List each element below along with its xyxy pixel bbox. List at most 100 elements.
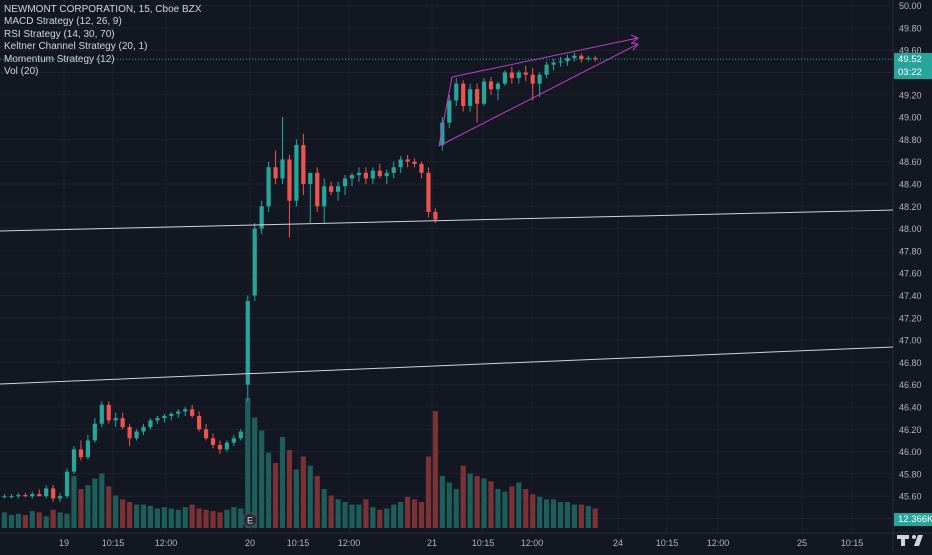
legend-indicator[interactable]: MACD Strategy (12, 26, 9) <box>4 16 122 28</box>
volume-bar <box>231 507 237 528</box>
volume-bar <box>342 502 348 528</box>
candle-body <box>224 442 229 450</box>
y-tick-label: 46.00 <box>899 447 922 457</box>
volume-bar <box>22 515 28 528</box>
volume-value-tag: 12.366K <box>894 513 932 526</box>
volume-bar <box>36 512 42 528</box>
candle-body <box>280 159 285 179</box>
volume-bar <box>154 508 160 528</box>
candle-body <box>183 409 188 412</box>
y-tick-label: 48.00 <box>899 224 922 234</box>
legend-indicator[interactable]: Vol (20) <box>4 66 39 78</box>
x-tick-label: 10:15 <box>841 538 864 548</box>
volume-bar <box>550 499 557 528</box>
candle-body <box>259 206 264 229</box>
y-tick-label: 48.20 <box>899 202 922 212</box>
legend-title[interactable]: NEWMONT CORPORATION, 15, Cboe BZX <box>4 4 202 15</box>
volume-bar <box>384 508 390 528</box>
x-tick-label: 10:15 <box>656 538 679 548</box>
volume-bar <box>307 465 313 528</box>
y-tick-label: 49.80 <box>899 23 922 33</box>
candle-body <box>169 413 174 416</box>
volume-bar <box>85 485 91 528</box>
candle-body <box>266 167 271 207</box>
volume-bar <box>71 476 77 528</box>
volume-bar <box>398 502 404 528</box>
volume-bar <box>537 496 543 528</box>
volume-bar <box>349 504 355 528</box>
candle-body <box>572 55 577 58</box>
volume-bar <box>245 398 251 528</box>
candle-body <box>579 55 584 60</box>
candle-body <box>405 159 410 162</box>
volume-bar <box>377 509 383 528</box>
volume-bar <box>266 452 272 528</box>
y-tick-label: 48.60 <box>899 157 922 167</box>
legend-indicator[interactable]: Momentum Strategy (12) <box>4 53 115 65</box>
candle-body <box>176 411 181 414</box>
y-tick-label: 47.80 <box>899 246 922 256</box>
y-tick-label: 46.60 <box>899 380 922 390</box>
candle-body <box>148 420 153 428</box>
volume-bar <box>147 505 154 528</box>
candle-body <box>287 159 292 201</box>
trend-line-lower <box>0 346 894 385</box>
volume-bar <box>99 473 105 528</box>
volume-bar <box>321 489 327 528</box>
volume-bar <box>50 509 56 528</box>
candle-body <box>551 62 556 65</box>
candle-body <box>391 167 396 173</box>
candle-body <box>120 418 125 428</box>
candle-body <box>342 178 348 187</box>
chart-legend: NEWMONT CORPORATION, 15, Cboe BZX MACD S… <box>4 4 201 78</box>
wedge-lower-line <box>438 43 639 147</box>
candle-body <box>544 64 549 75</box>
volume-bar <box>238 508 244 528</box>
volume-bar <box>189 504 195 528</box>
wedge-upper-line <box>451 37 639 78</box>
legend-indicator[interactable]: RSI Strategy (14, 30, 70) <box>4 28 115 40</box>
volume-bar <box>168 508 174 528</box>
candle-body <box>162 415 167 419</box>
y-tick-label: 49.20 <box>899 90 922 100</box>
candle-body <box>433 211 438 220</box>
candle-body <box>440 122 445 145</box>
volume-bar <box>425 456 432 528</box>
y-tick-label: 49.00 <box>899 113 922 123</box>
volume-bar <box>300 456 306 528</box>
candle-body <box>113 418 118 421</box>
candle-body <box>363 172 368 179</box>
candle-body <box>134 431 139 439</box>
volume-bar <box>405 496 411 528</box>
candle-body <box>85 440 90 458</box>
tradingview-logo-icon[interactable] <box>895 531 929 549</box>
candle-body <box>426 172 431 212</box>
legend-indicator[interactable]: Keltner Channel Strategy (20, 1) <box>4 41 148 53</box>
volume-bar <box>43 516 49 528</box>
candle-body <box>141 427 146 432</box>
volume-bar <box>1 512 8 528</box>
candle-body <box>565 57 570 62</box>
volume-bar <box>8 515 15 528</box>
volume-bar <box>578 504 584 528</box>
y-tick-label: 47.60 <box>899 269 922 279</box>
candle-body <box>370 170 375 179</box>
wedge-arrow-lower <box>630 42 639 51</box>
candle-body <box>231 438 236 443</box>
candle-body <box>58 496 63 499</box>
candle-body <box>447 100 452 123</box>
candle-body <box>78 449 84 458</box>
candle-body <box>99 404 104 424</box>
volume-bar <box>182 507 188 528</box>
candle-body <box>419 163 424 173</box>
volume-bar <box>29 511 35 528</box>
volume-bar <box>592 508 598 528</box>
candle-body <box>336 186 341 192</box>
candle-body <box>537 74 542 84</box>
volume-bar <box>328 495 334 528</box>
volume-bar <box>252 417 258 528</box>
volume-bar <box>370 507 376 528</box>
